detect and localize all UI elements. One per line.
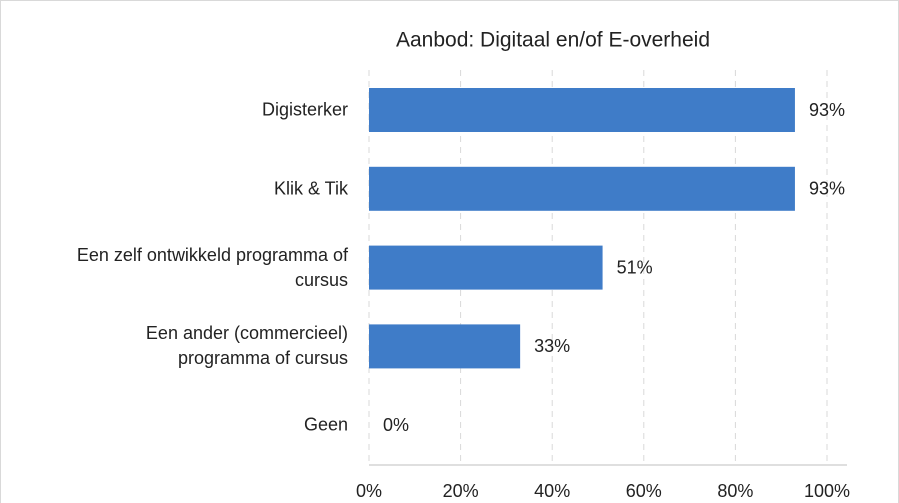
category-label: Klik & Tik xyxy=(273,178,348,199)
x-tick-label: 0% xyxy=(356,481,382,501)
bar xyxy=(369,88,795,132)
chart-title: Aanbod: Digitaal en/of E-overheid xyxy=(396,29,710,52)
value-label: 93% xyxy=(809,179,845,199)
x-tick-label: 80% xyxy=(717,481,753,501)
x-tick-label: 100% xyxy=(804,481,850,501)
value-label: 93% xyxy=(809,100,845,120)
category-label: Digisterker xyxy=(261,99,348,120)
bar xyxy=(369,245,603,290)
x-tick-label: 60% xyxy=(626,481,662,501)
value-label: 51% xyxy=(617,257,653,277)
value-label: 33% xyxy=(534,336,570,356)
category-label: Geen xyxy=(303,414,348,435)
x-tick-label: 40% xyxy=(534,481,570,501)
category-label: Een zelf ontwikkeld programma of cursus xyxy=(76,244,348,290)
bar xyxy=(369,166,795,211)
bar xyxy=(369,324,521,369)
category-label: Een ander (commercieel) programma of cur… xyxy=(145,323,348,369)
x-tick-label: 20% xyxy=(443,481,479,501)
value-label: 0% xyxy=(383,415,409,435)
